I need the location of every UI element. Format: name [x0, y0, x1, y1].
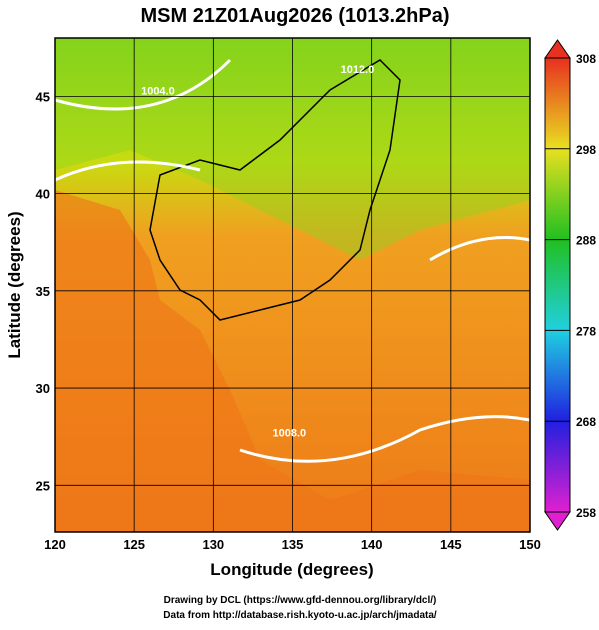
y-tick-label: 40	[36, 187, 50, 202]
isobar-label: 1008.0	[273, 428, 307, 440]
credit: Drawing by DCL (https://www.gfd-dennou.o…	[164, 595, 437, 606]
colorbar-tick-label: 288	[576, 234, 596, 248]
x-axis-label: Longitude (degrees)	[210, 560, 373, 579]
colorbar-tick-label: 278	[576, 324, 596, 338]
x-tick-label: 120	[44, 537, 66, 552]
x-tick-label: 135	[282, 537, 304, 552]
colorbar	[544, 57, 571, 513]
credit: Data from http://database.rish.kyoto-u.a…	[163, 610, 437, 621]
colorbar-tick-label: 258	[576, 506, 596, 520]
colorbar-max-arrow	[544, 39, 571, 59]
coastline	[149, 59, 401, 321]
colorbar-tick-label: 298	[576, 143, 596, 157]
colorbar-min-arrow	[544, 511, 571, 531]
isobar-label: 1004.0	[141, 85, 175, 97]
isobar	[54, 58, 531, 463]
y-tick-label: 25	[36, 478, 50, 493]
x-tick-label: 150	[519, 537, 541, 552]
x-tick-label: 125	[123, 537, 145, 552]
y-tick-label: 30	[36, 381, 50, 396]
y-axis-label: Latitude (degrees)	[5, 211, 24, 358]
title: MSM 21Z01Aug2026 (1013.2hPa)	[140, 5, 449, 27]
x-tick-label: 130	[202, 537, 224, 552]
isobar-label: 1012.0	[341, 64, 375, 76]
y-tick-label: 45	[36, 89, 50, 104]
x-tick-label: 140	[361, 537, 383, 552]
x-tick-label: 145	[440, 537, 462, 552]
y-tick-label: 35	[36, 284, 50, 299]
colorbar-tick-label: 308	[576, 52, 596, 66]
warm-area	[55, 190, 530, 532]
colorbar-tick-label: 268	[576, 415, 596, 429]
